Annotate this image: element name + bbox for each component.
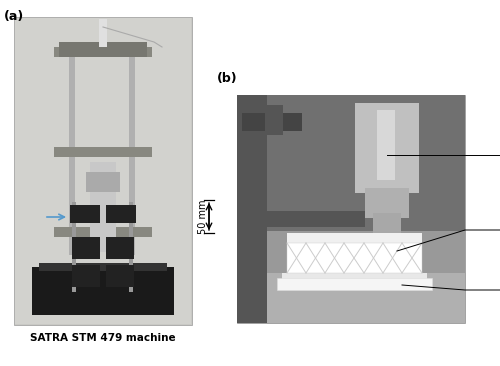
Bar: [69, 47, 75, 255]
Bar: [355, 103, 419, 193]
Text: (a): (a): [4, 10, 24, 23]
Bar: [72, 202, 76, 292]
Bar: [72, 265, 100, 287]
Bar: [129, 47, 135, 255]
Bar: [129, 202, 133, 292]
Bar: [106, 265, 134, 287]
Bar: [106, 237, 134, 259]
Bar: [70, 205, 100, 223]
Bar: [99, 19, 107, 47]
Bar: [237, 231, 465, 322]
Bar: [90, 162, 116, 252]
Bar: [373, 213, 401, 233]
Bar: [59, 42, 147, 57]
Bar: [72, 237, 100, 259]
Text: SATRA STM 479 machine: SATRA STM 479 machine: [30, 333, 176, 343]
Bar: [237, 95, 267, 323]
Text: 50 mm: 50 mm: [198, 199, 208, 234]
Bar: [106, 205, 136, 223]
Bar: [86, 172, 120, 192]
Bar: [54, 147, 152, 157]
Bar: [15, 18, 191, 324]
Bar: [237, 273, 465, 323]
Bar: [242, 113, 302, 131]
Bar: [287, 243, 422, 273]
Bar: [265, 211, 365, 227]
Bar: [282, 273, 427, 283]
Bar: [365, 188, 409, 218]
Bar: [287, 233, 422, 243]
Bar: [39, 263, 167, 271]
Bar: [54, 227, 152, 237]
Bar: [237, 95, 465, 231]
Text: (b): (b): [217, 72, 238, 85]
Bar: [32, 267, 174, 315]
Bar: [14, 17, 192, 325]
Bar: [277, 278, 432, 290]
Bar: [237, 95, 465, 323]
Bar: [377, 110, 395, 180]
Bar: [54, 47, 152, 57]
Bar: [265, 105, 283, 135]
